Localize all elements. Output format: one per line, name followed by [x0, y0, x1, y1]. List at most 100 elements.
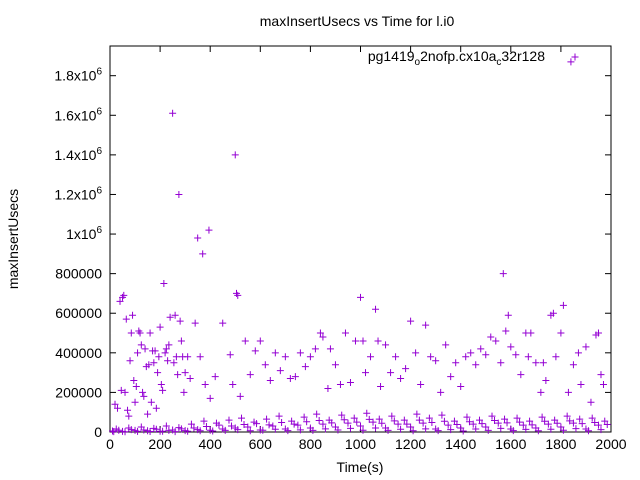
data-point	[147, 398, 155, 406]
data-point	[388, 412, 396, 420]
data-point	[539, 359, 547, 367]
data-point	[319, 333, 327, 341]
data-point	[419, 419, 427, 427]
data-point	[344, 419, 352, 427]
y-tick-label: 400000	[55, 345, 102, 361]
data-point	[350, 414, 358, 422]
data-point	[363, 409, 371, 417]
legend-label-part: pg1419	[368, 48, 415, 64]
data-point	[150, 359, 158, 367]
data-point	[174, 371, 182, 379]
data-point	[459, 427, 467, 435]
data-point	[231, 151, 239, 159]
data-point	[603, 420, 611, 428]
data-point	[412, 349, 420, 357]
data-point	[491, 417, 499, 425]
y-tick-label-base: 1.4x10	[54, 147, 96, 163]
data-point	[340, 416, 348, 424]
y-axis-label: maxInsertUsecs	[5, 189, 21, 289]
data-point	[425, 414, 433, 422]
data-point	[137, 341, 145, 349]
data-point	[166, 313, 174, 321]
data-point	[313, 410, 321, 418]
data-point	[353, 418, 361, 426]
data-point	[156, 323, 164, 331]
data-point	[488, 412, 496, 420]
data-point	[159, 427, 167, 435]
data-point	[475, 416, 483, 424]
data-point	[244, 423, 252, 431]
data-point	[587, 398, 595, 406]
data-point	[169, 109, 177, 117]
data-point	[422, 425, 430, 433]
data-point	[402, 365, 410, 373]
data-point	[553, 419, 561, 427]
data-point	[171, 311, 179, 319]
x-tick-label: 1600	[495, 436, 526, 452]
data-point	[447, 373, 455, 381]
data-point	[331, 361, 339, 369]
data-point	[382, 341, 390, 349]
data-point	[597, 371, 605, 379]
data-point	[365, 415, 373, 423]
data-point	[306, 353, 314, 361]
data-point	[151, 347, 159, 355]
data-point	[127, 329, 135, 337]
x-tick-label: 1800	[545, 436, 576, 452]
data-point	[432, 357, 440, 365]
data-point	[582, 343, 590, 351]
data-point	[296, 349, 304, 357]
data-point	[497, 359, 505, 367]
data-point	[444, 421, 452, 429]
data-point	[440, 417, 448, 425]
data-point	[311, 345, 319, 353]
data-point	[517, 371, 525, 379]
x-tick-label: 1400	[445, 436, 476, 452]
data-point	[387, 369, 395, 377]
data-point	[246, 371, 254, 379]
data-point	[341, 329, 349, 337]
data-point	[109, 427, 117, 435]
data-point	[527, 329, 535, 337]
y-tick-label: 1.6x106	[54, 106, 102, 123]
data-point	[281, 353, 289, 361]
data-point	[369, 418, 377, 426]
data-point	[537, 388, 545, 396]
data-point	[199, 250, 207, 258]
data-point	[594, 329, 602, 337]
data-point	[547, 425, 555, 433]
data-point	[134, 349, 142, 357]
data-point	[597, 426, 605, 434]
data-point	[131, 398, 139, 406]
data-point	[144, 410, 152, 418]
data-point	[359, 426, 367, 434]
data-point	[324, 384, 332, 392]
data-point	[253, 420, 261, 428]
data-point	[507, 343, 515, 351]
data-point	[122, 315, 130, 323]
data-point	[563, 412, 571, 420]
data-point	[196, 353, 204, 361]
data-point	[559, 301, 567, 309]
data-point	[576, 415, 584, 423]
data-point	[465, 418, 473, 426]
data-point	[234, 426, 242, 434]
data-point	[478, 420, 486, 428]
data-point	[512, 351, 520, 359]
y-tick-label-exponent: 6	[96, 225, 102, 236]
data-point	[127, 426, 135, 434]
data-point	[124, 406, 132, 414]
legend: pg1419o2nofp.cx10ac32r128	[368, 48, 579, 68]
data-point	[120, 291, 128, 299]
legend-label-subscript: o	[415, 57, 421, 68]
data-point	[377, 382, 385, 390]
data-point	[181, 369, 189, 377]
data-point	[346, 424, 354, 432]
legend-series-label: pg1419o2nofp.cx10ac32r128	[368, 48, 545, 68]
data-point	[296, 426, 304, 434]
data-point	[180, 388, 188, 396]
data-point	[241, 337, 249, 345]
data-point	[472, 425, 480, 433]
data-point	[121, 428, 129, 436]
